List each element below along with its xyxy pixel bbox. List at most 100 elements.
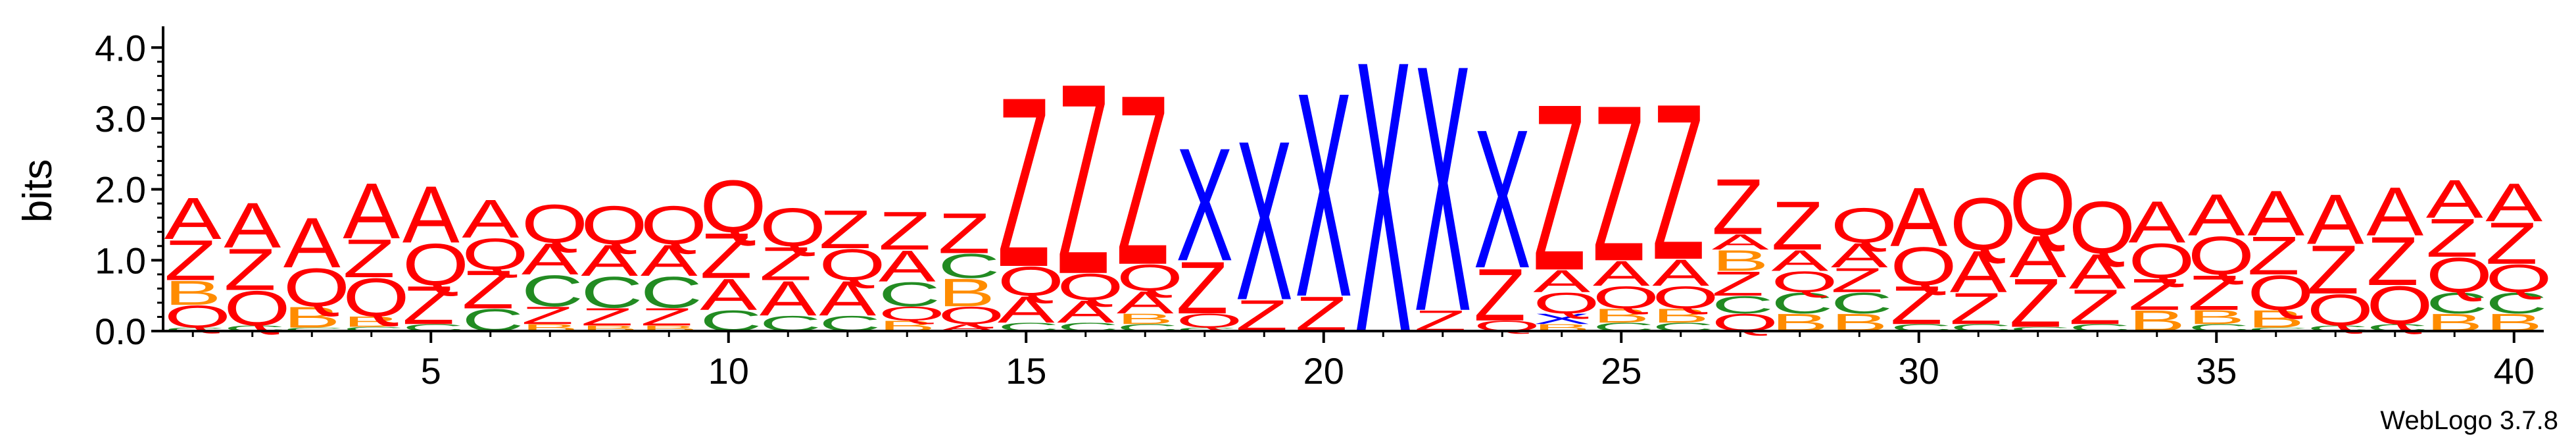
logo-letter-a: A (224, 190, 281, 262)
logo-letter-q: Q (1057, 266, 1123, 308)
logo-letter-a: A (462, 189, 519, 249)
logo-letter-a: A (1117, 284, 1175, 320)
logo-letter-x: X (1236, 93, 1293, 348)
logo-letter-c: C (2009, 326, 2071, 332)
logo-letter-z: Z (2247, 226, 2300, 286)
logo-letter-z: Z (1712, 265, 1764, 303)
logo-letter-a: A (283, 203, 341, 282)
logo-letter-b: B (343, 313, 400, 330)
logo-letter-z: Z (581, 303, 633, 331)
logo-letter-z: Z (1057, 26, 1109, 331)
y-tick-label: 4.0 (95, 27, 146, 68)
logo-letter-c: C (283, 326, 345, 332)
logo-letter-c: C (1712, 291, 1774, 319)
logo-letter-q: Q (2069, 186, 2135, 269)
logo-letter-c: C (1831, 286, 1893, 319)
logo-letter-q: Q (1117, 257, 1183, 299)
logo-letter-b: B (2247, 305, 2304, 333)
logo-letter-b: B (1117, 311, 1174, 327)
logo-letter-q: Q (283, 257, 350, 318)
logo-letter-a: A (2307, 180, 2364, 259)
x-tick-label: 35 (2196, 350, 2237, 392)
logo-letter-a: A (2426, 168, 2483, 229)
logo-letter-a: A (1831, 236, 1889, 275)
logo-letter-z: Z (164, 229, 217, 293)
logo-letter-a: A (2485, 172, 2542, 233)
logo-letter-c: C (879, 275, 940, 314)
logo-letter-b: B (2188, 306, 2245, 328)
logo-letter-z: Z (402, 275, 455, 336)
logo-letter-a: A (1533, 263, 1591, 299)
logo-letter-z: Z (2426, 208, 2479, 269)
logo-letter-c: C (581, 267, 643, 317)
logo-letter-x: X (1414, 0, 1471, 385)
logo-letter-x: X (1474, 89, 1531, 310)
logo-letter-z: Z (2366, 223, 2419, 300)
logo-letter-a: A (1593, 254, 1650, 294)
logo-letter-x: X (1355, 0, 1412, 414)
logo-letter-q: Q (1831, 198, 1897, 253)
logo-letter-z: Z (1176, 246, 1228, 329)
logo-letter-b: B (1593, 305, 1650, 327)
logo-letter-b: B (1712, 244, 1769, 277)
logo-letter-z: Z (1771, 188, 1824, 265)
logo-letter-q: Q (2009, 155, 2076, 254)
logo-letter-a: A (2069, 244, 2126, 299)
logo-letter-c: C (1771, 286, 1833, 319)
logo-letter-b: B (938, 271, 995, 315)
logo-glyphs: CQBZACQZACBQACBQZACZQACZQABZCAQBZCAQBZCA… (164, 0, 2552, 414)
x-tick-label: 40 (2494, 350, 2535, 392)
y-tick-label: 3.0 (95, 98, 146, 140)
logo-letter-q: Q (1533, 286, 1599, 319)
logo-letter-a: A (760, 271, 817, 326)
logo-letter-q: Q (2188, 226, 2254, 286)
logo-letter-a: A (2128, 189, 2185, 255)
logo-letter-x: X (1176, 114, 1233, 295)
logo-letter-a: A (581, 236, 639, 286)
logo-letter-z: Z (522, 301, 574, 329)
logo-letter-q: Q (522, 194, 588, 254)
logo-letter-a: A (1652, 252, 1709, 294)
weblogo-credit: WebLogo 3.7.8 (2380, 406, 2558, 435)
logo-letter-a: A (819, 271, 876, 326)
logo-letter-z: Z (2128, 269, 2181, 319)
logo-letter-q: Q (700, 165, 766, 247)
logo-letter-q: Q (998, 258, 1064, 305)
logo-letter-z: Z (2307, 232, 2360, 309)
logo-letter-a: A (1057, 294, 1115, 329)
logo-letter-z: Z (224, 236, 276, 303)
logo-letter-c: C (164, 326, 226, 332)
logo-letter-z: Z (700, 220, 752, 292)
logo-letter-q: Q (1950, 182, 2016, 265)
logo-letter-b: B (283, 301, 341, 334)
logo-letter-q: Q (1176, 310, 1242, 332)
axes (162, 26, 2544, 332)
logo-letter-a: A (2188, 182, 2245, 248)
logo-letter-z: Z (1533, 55, 1586, 320)
logo-letter-z: Z (1593, 59, 1645, 307)
logo-letter-q: Q (581, 195, 647, 255)
logo-letter-a: A (998, 289, 1055, 331)
logo-letter-a: A (641, 236, 698, 286)
logo-letter-b: B (1652, 305, 1709, 327)
logo-letter-z: Z (1652, 58, 1705, 306)
logo-letter-z: Z (1890, 275, 1943, 336)
logo-letter-c: C (2426, 286, 2488, 319)
x-tick-label: 20 (1303, 350, 1344, 392)
y-tick-label: 0.0 (95, 311, 146, 352)
logo-letter-q: Q (641, 195, 707, 255)
x-tick-label: 5 (421, 350, 441, 392)
x-tick-label: 10 (708, 350, 749, 392)
logo-letter-q: Q (938, 301, 1004, 329)
logo-letter-q: Q (462, 229, 528, 279)
logo-letter-c: C (641, 267, 702, 317)
logo-letter-q: Q (819, 240, 885, 290)
logo-letter-a: A (2366, 173, 2423, 250)
logo-letter-q: Q (1593, 280, 1659, 315)
logo-letter-a: A (2247, 178, 2304, 249)
logo-letter-z: Z (1295, 286, 1348, 342)
logo-letter-a: A (700, 269, 758, 319)
logo-letter-x: X (1295, 32, 1352, 358)
logo-letter-q: Q (2307, 285, 2373, 335)
